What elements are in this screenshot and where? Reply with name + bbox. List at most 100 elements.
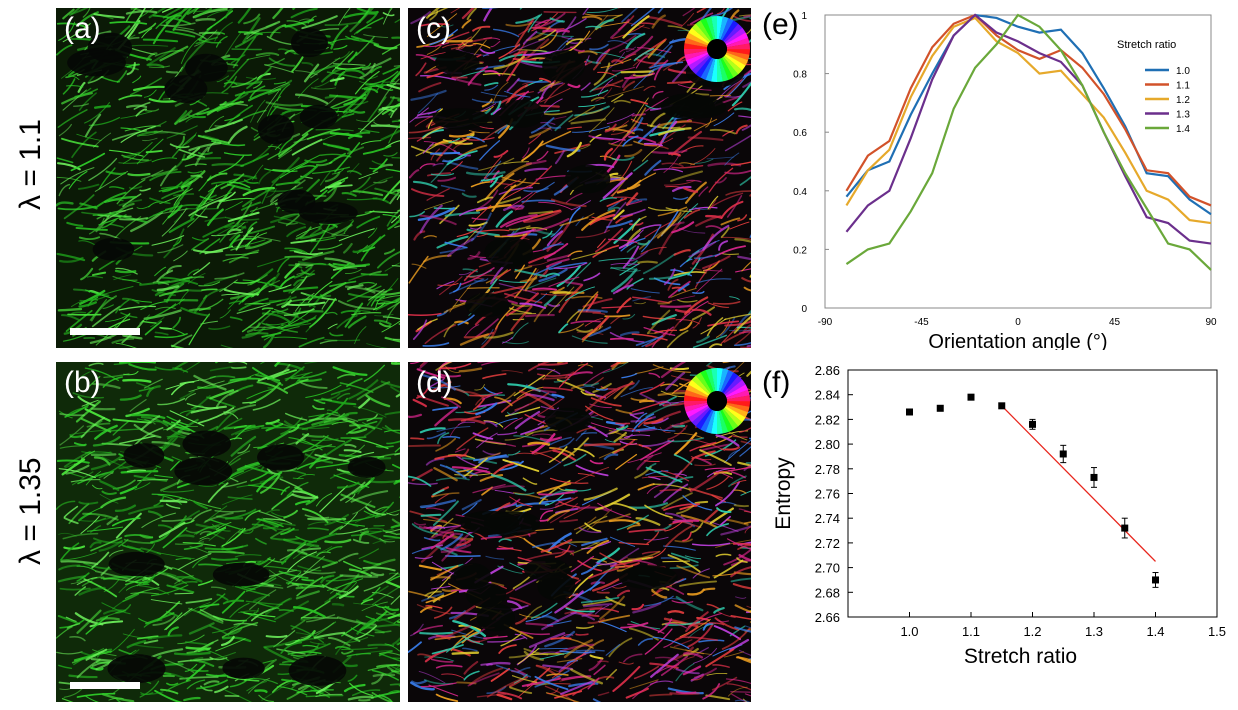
- fiber: [592, 312, 606, 315]
- fiber: [252, 398, 281, 411]
- fiber: [709, 507, 735, 525]
- data-point: [936, 404, 944, 412]
- fiber: [58, 468, 96, 479]
- fiber: [484, 82, 499, 87]
- fiber: [705, 117, 713, 128]
- x-axis-label: Stretch ratio: [964, 645, 1077, 668]
- fiber: [611, 59, 624, 64]
- fiber: [348, 379, 379, 400]
- fiber: [228, 362, 248, 365]
- fiber: [618, 661, 634, 665]
- fiber: [669, 517, 702, 528]
- fiber: [632, 296, 670, 304]
- fiber: [625, 21, 650, 29]
- fiber: [624, 148, 643, 158]
- fiber: [221, 32, 242, 61]
- fiber: [154, 366, 183, 371]
- fiber: [56, 201, 74, 207]
- fiber: [197, 641, 214, 653]
- fiber: [613, 196, 640, 201]
- fiber: [391, 214, 400, 224]
- fiber: [304, 159, 328, 164]
- fiber: [632, 73, 653, 77]
- fiber: [577, 310, 602, 314]
- cell-nucleus: [537, 572, 576, 601]
- fiber: [145, 206, 176, 221]
- fiber: [232, 222, 245, 231]
- fiber: [119, 435, 156, 445]
- fiber: [461, 192, 477, 198]
- fiber: [302, 644, 319, 648]
- fiber: [692, 568, 710, 579]
- fiber: [167, 626, 179, 637]
- fiber: [565, 192, 583, 204]
- fiber: [118, 538, 129, 548]
- y-tick-label: 0.8: [793, 70, 807, 81]
- fiber: [515, 14, 541, 24]
- fiber: [272, 8, 284, 20]
- fiber: [295, 226, 312, 240]
- fiber: [748, 318, 751, 322]
- fiber: [293, 266, 313, 279]
- fiber: [415, 62, 427, 77]
- fiber: [98, 214, 127, 226]
- fiber: [290, 625, 324, 644]
- fiber: [498, 460, 524, 471]
- fiber: [305, 304, 333, 333]
- fiber: [164, 30, 196, 38]
- fiber: [671, 424, 686, 428]
- fiber: [611, 93, 624, 103]
- fiber: [171, 456, 183, 462]
- fiber: [575, 464, 609, 477]
- fiber: [381, 43, 400, 55]
- fiber: [159, 188, 193, 205]
- fiber: [58, 123, 72, 137]
- fiber: [664, 622, 688, 629]
- orientation-map-c: (c): [408, 8, 751, 348]
- fiber: [56, 252, 86, 262]
- fiber: [119, 217, 149, 221]
- fiber: [319, 413, 350, 426]
- fiber: [85, 695, 99, 702]
- fiber: [417, 362, 429, 371]
- fiber: [630, 250, 649, 262]
- fiber: [62, 8, 75, 20]
- fiber: [273, 81, 287, 85]
- fiber: [337, 299, 376, 310]
- fiber: [94, 191, 127, 209]
- fiber: [243, 612, 276, 618]
- fiber: [689, 12, 714, 25]
- fiber: [322, 574, 344, 588]
- fiber: [197, 579, 214, 586]
- fiber: [531, 433, 553, 436]
- fiber: [667, 425, 688, 441]
- fiber: [291, 493, 319, 500]
- fiber: [151, 235, 185, 246]
- fiber: [504, 432, 534, 441]
- fiber: [206, 208, 224, 227]
- fiber: [616, 589, 631, 597]
- fiber: [458, 271, 472, 276]
- fiber: [726, 683, 751, 691]
- fiber: [370, 293, 383, 307]
- fiber: [187, 272, 206, 285]
- wheel-segment: [695, 408, 712, 430]
- fiber: [707, 195, 719, 210]
- fiber: [620, 622, 649, 629]
- fiber: [723, 651, 745, 658]
- fiber: [126, 62, 136, 76]
- fiber: [245, 332, 269, 337]
- fiber: [676, 504, 695, 515]
- fiber: [63, 517, 79, 525]
- fiber: [419, 631, 454, 635]
- fiber: [613, 99, 631, 104]
- fiber: [480, 663, 493, 666]
- fiber: [317, 243, 343, 250]
- wheel-segment: [684, 389, 708, 400]
- fiber: [696, 8, 707, 14]
- fiber: [570, 118, 607, 125]
- fiber: [432, 163, 444, 167]
- fiber: [390, 386, 400, 394]
- fiber: [91, 271, 107, 276]
- fiber: [467, 276, 483, 280]
